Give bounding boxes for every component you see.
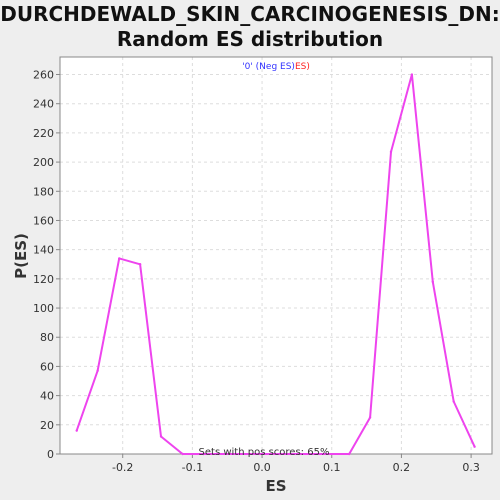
- y-tick-label: 140: [33, 244, 54, 257]
- x-tick-label: -0.2: [112, 461, 133, 474]
- legend-entry-neg: '0' (Neg ES): [242, 62, 295, 72]
- chart-title-line-2: Random ES distribution: [116, 27, 384, 51]
- x-tick-label: 0.0: [253, 461, 271, 474]
- y-tick-label: 60: [40, 360, 54, 373]
- data-point: [452, 400, 455, 403]
- data-point: [410, 73, 414, 76]
- data-point: [75, 429, 78, 432]
- y-tick-label: 20: [40, 419, 54, 432]
- y-tick-label: 160: [33, 214, 54, 227]
- y-tick-label: 120: [33, 273, 54, 286]
- y-axis-label: P(ES): [12, 233, 30, 279]
- y-tick-label: 40: [40, 390, 54, 403]
- grid-lines: [60, 57, 492, 455]
- data-point: [347, 452, 351, 456]
- y-tick-label: 240: [33, 98, 54, 111]
- x-tick-label: 0.3: [462, 461, 480, 474]
- series-layer: [75, 73, 476, 456]
- y-tick-label: 80: [40, 331, 54, 344]
- x-axis-label: ES: [265, 477, 286, 495]
- x-tick-label: -0.1: [182, 461, 203, 474]
- x-tick-label: 0.1: [323, 461, 341, 474]
- data-point: [118, 257, 121, 260]
- data-point: [368, 416, 372, 419]
- data-point: [138, 263, 142, 266]
- y-tick-label: 200: [33, 156, 54, 169]
- data-point: [473, 445, 476, 448]
- chart-title: DURCHDEWALD_SKIN_CARCINOGENESIS_DN: Rand…: [0, 2, 500, 52]
- data-point: [159, 435, 163, 438]
- data-point: [389, 150, 393, 154]
- legend: '0' (Neg ES)ES): [242, 62, 310, 72]
- y-tick-label: 260: [33, 69, 54, 82]
- y-tick-label: 0: [47, 448, 54, 461]
- data-point: [202, 452, 205, 456]
- plot-background: [60, 57, 492, 454]
- x-tick-label: 0.2: [393, 461, 411, 474]
- y-tick-label: 100: [33, 302, 54, 315]
- data-point: [96, 369, 99, 373]
- data-point: [181, 452, 184, 456]
- annotation-pos-scores: Sets with pos scores: 65%: [199, 447, 330, 458]
- chart-title-line-1: DURCHDEWALD_SKIN_CARCINOGENESIS_DN:: [0, 2, 500, 26]
- y-tick-label: 180: [33, 185, 54, 198]
- series-line: [75, 73, 476, 455]
- legend-entry-es: ES): [295, 62, 310, 72]
- data-point: [431, 280, 434, 283]
- y-tick-label: 220: [33, 127, 54, 140]
